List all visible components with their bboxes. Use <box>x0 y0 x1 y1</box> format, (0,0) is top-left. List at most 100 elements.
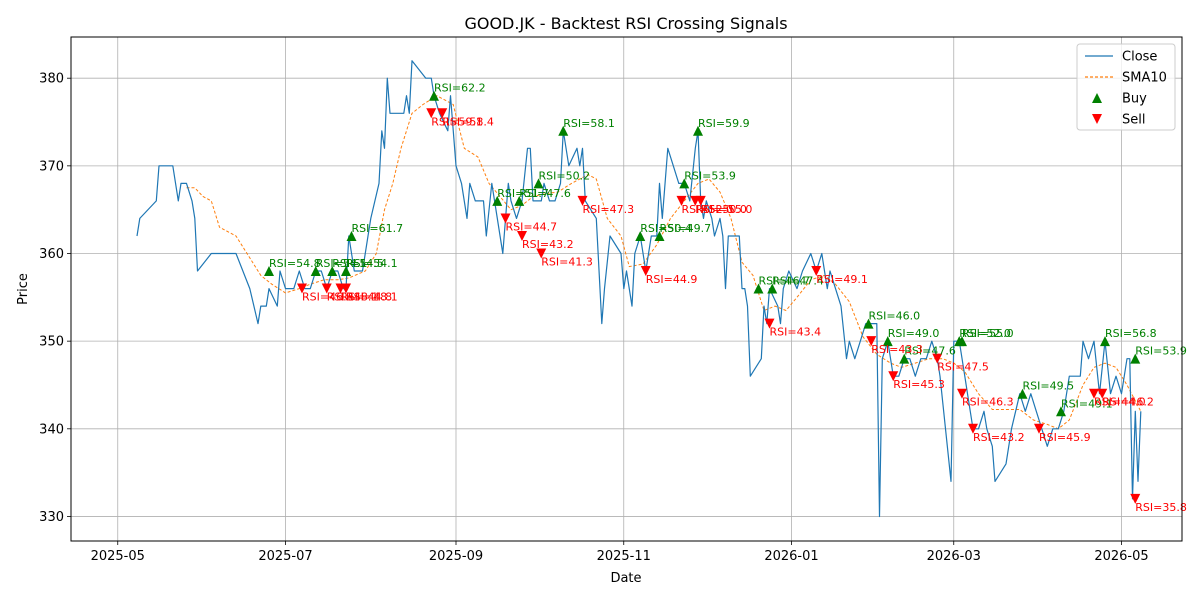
buy-annotation: RSI=46.7 <box>759 275 811 288</box>
sell-annotation: RSI=46.2 <box>1102 396 1154 409</box>
buy-annotation: RSI=51.7 <box>497 187 549 200</box>
sell-annotation: RSI=48.1 <box>327 291 379 304</box>
legend-label: Sell <box>1122 113 1145 128</box>
buy-annotation: RSI=49.1 <box>1061 397 1113 410</box>
buy-annotation: RSI=49.7 <box>660 222 712 235</box>
sell-marker <box>640 266 651 277</box>
buy-marker <box>558 125 569 136</box>
sell-marker <box>932 353 943 364</box>
sell-annotation: RSI=45.3 <box>893 378 945 391</box>
buy-marker <box>429 90 439 101</box>
buy-annotation: RSI=56.8 <box>1105 327 1157 340</box>
x-axis-ticks: 2025-05 2025-07 2025-09 2025-11 2026-01 2026-… <box>91 541 1149 564</box>
sell-marker <box>968 423 978 434</box>
sell-marker <box>577 195 588 206</box>
buy-annotation: RSI=52.0 <box>959 327 1011 340</box>
sell-annotation: RSI=48.1 <box>346 291 398 304</box>
sell-marker <box>811 266 822 277</box>
buy-marker <box>1017 388 1028 399</box>
buy-marker <box>1100 336 1110 347</box>
y-tick-label: 330 <box>39 510 64 525</box>
buy-annotation: RSI=47.4 <box>772 275 824 288</box>
sell-marker <box>1097 388 1108 399</box>
buy-annotation: RSI=49.0 <box>888 327 940 340</box>
signal-annotations: RSI=54.8RSI=54.1RSI=54.5RSI=54.1RSI=61.7… <box>269 82 1187 514</box>
buy-annotation: RSI=54.1 <box>316 257 368 270</box>
buy-marker <box>654 230 665 241</box>
sell-marker <box>321 283 332 294</box>
sell-annotation: RSI=43.4 <box>770 326 822 339</box>
buy-annotation: RSI=62.2 <box>434 82 486 95</box>
buy-marker <box>264 266 274 277</box>
buy-annotation: RSI=53.9 <box>1135 345 1187 358</box>
x-tick-label: 2026-01 <box>764 549 818 564</box>
sma10-line <box>186 95 1142 430</box>
buy-annotation: RSI=55.0 <box>962 327 1014 340</box>
buy-marker <box>341 266 351 277</box>
x-tick-label: 2025-05 <box>91 549 145 564</box>
buy-marker <box>635 230 646 241</box>
sell-marker <box>888 371 899 382</box>
y-tick-label: 340 <box>39 422 64 437</box>
buy-marker <box>899 353 910 364</box>
sell-annotation: RSI=55.0 <box>701 203 753 216</box>
sell-annotation: RSI=49.1 <box>816 273 868 286</box>
sell-annotation: RSI=45.9 <box>1039 431 1091 444</box>
legend-buy-swatch <box>1092 93 1102 103</box>
sell-annotation: RSI=43.2 <box>973 431 1025 444</box>
legend-label: SMA10 <box>1122 71 1167 86</box>
buy-annotation: RSI=49.5 <box>1023 380 1075 393</box>
sell-marker <box>676 195 687 206</box>
x-tick-label: 2025-09 <box>429 549 483 564</box>
sell-marker <box>866 336 877 347</box>
buy-marker <box>533 178 544 189</box>
buy-marker <box>957 336 967 347</box>
grid-lines <box>71 37 1182 541</box>
sma-layer <box>186 95 1142 430</box>
sell-marker <box>957 388 967 399</box>
y-tick-label: 350 <box>39 335 64 350</box>
y-tick-label: 360 <box>39 247 64 262</box>
sell-annotation: RSI=43.3 <box>871 343 923 356</box>
sell-marker <box>500 213 511 224</box>
buy-annotation: RSI=46.0 <box>869 310 921 323</box>
buy-annotation: RSI=54.5 <box>332 257 384 270</box>
buy-annotation: RSI=61.7 <box>352 222 404 235</box>
buy-marker <box>346 230 357 241</box>
y-tick-label: 380 <box>39 72 64 87</box>
legend-label: Buy <box>1122 92 1147 107</box>
sell-annotation: RSI=35.8 <box>1135 501 1187 514</box>
buy-annotation: RSI=59.9 <box>698 117 750 130</box>
x-axis-label: Date <box>610 571 641 586</box>
sell-annotation: RSI=44.9 <box>646 273 698 286</box>
x-tick-label: 2025-07 <box>258 549 312 564</box>
sell-marker <box>426 108 437 119</box>
x-tick-label: 2026-05 <box>1094 549 1148 564</box>
buy-marker <box>310 266 321 277</box>
buy-annotation: RSI=54.8 <box>269 257 321 270</box>
sell-marker <box>341 283 351 294</box>
buy-marker <box>753 283 764 294</box>
buy-annotation: RSI=47.6 <box>904 345 956 358</box>
buy-annotation: RSI=50.4 <box>640 222 692 235</box>
sell-annotation: RSI=41.3 <box>541 256 593 269</box>
chart-title: GOOD.JK - Backtest RSI Crossing Signals <box>464 14 787 33</box>
sell-marker <box>1089 388 1099 399</box>
buy-marker <box>492 195 503 206</box>
sell-annotation: RSI=46.3 <box>962 396 1014 409</box>
buy-annotation: RSI=58.1 <box>563 117 615 130</box>
sell-annotation: RSI=58.4 <box>442 115 494 128</box>
sell-annotation: RSI=46.3 <box>302 291 354 304</box>
sell-marker <box>437 108 448 119</box>
x-tick-label: 2026-03 <box>927 549 981 564</box>
sell-marker <box>1130 493 1141 504</box>
buy-marker <box>767 283 778 294</box>
buy-marker <box>882 336 893 347</box>
buy-marker <box>514 195 525 206</box>
y-axis-label: Price <box>16 273 31 305</box>
x-tick-label: 2025-11 <box>597 549 651 564</box>
buy-annotation: RSI=53.9 <box>684 169 736 182</box>
sell-annotation: RSI=50.0 <box>695 203 747 216</box>
buy-annotation: RSI=54.1 <box>346 257 398 270</box>
